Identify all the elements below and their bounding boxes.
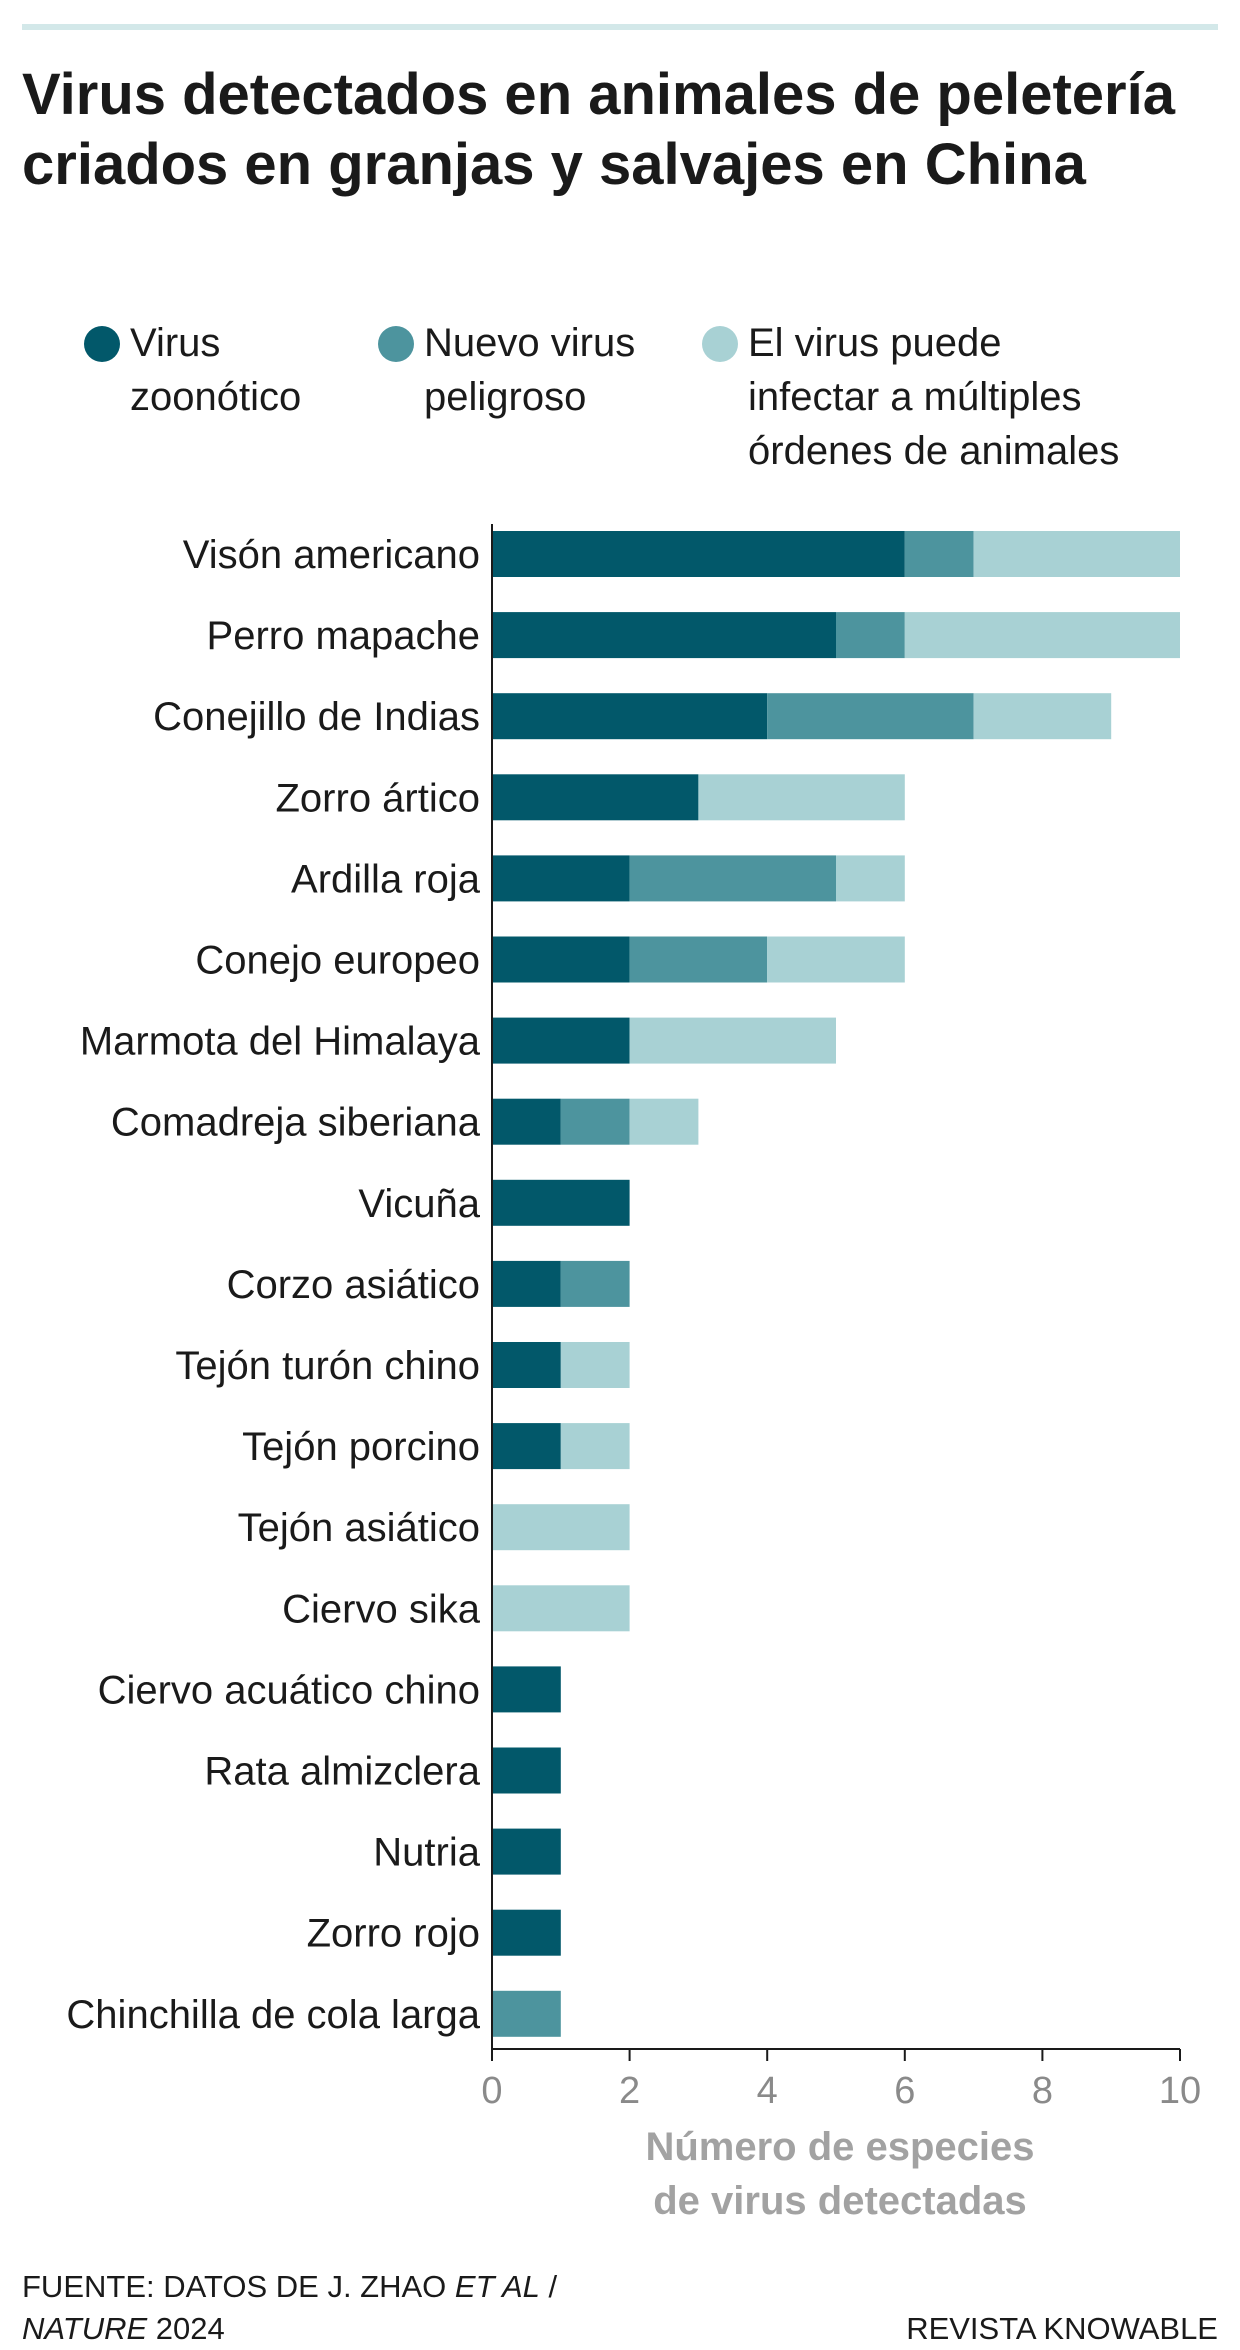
top-rule bbox=[22, 24, 1218, 30]
bar-nutria-series-1 bbox=[492, 1828, 561, 1875]
bar-conejillo-de-indias-series-3 bbox=[973, 693, 1112, 740]
bar-perro-mapache-series-3 bbox=[904, 612, 1180, 659]
bar-vison-americano-series-3 bbox=[973, 531, 1180, 577]
bar-chinchilla-de-cola-larga-series-2 bbox=[492, 1990, 561, 2037]
bar-zorro-rojo-series-1 bbox=[492, 1909, 561, 1956]
bar-comadreja-siberiana-series-3 bbox=[629, 1098, 699, 1145]
bar-conejo-europeo-series-3 bbox=[767, 936, 905, 983]
category-label-ciervo-sika: Ciervo sika bbox=[282, 1587, 481, 1631]
category-label-ardilla-roja: Ardilla roja bbox=[291, 857, 481, 901]
category-label-vicuna: Vicuña bbox=[358, 1182, 480, 1226]
bar-zorro-artico-series-1 bbox=[492, 774, 699, 821]
x-tick-label-6: 6 bbox=[894, 2070, 915, 2112]
legend-item-zoonotic: Virus zoonótico bbox=[84, 316, 301, 424]
source-note: FUENTE: DATOS DE J. ZHAO ET AL / NATURE … bbox=[22, 2269, 558, 2346]
bar-conejo-europeo-series-1 bbox=[492, 936, 630, 983]
bar-tejon-porcino-series-3 bbox=[560, 1423, 630, 1470]
bar-tejon-turon-chino-series-1 bbox=[492, 1342, 561, 1388]
legend-swatch-new-virus bbox=[378, 326, 414, 362]
legend-label-zoonotic: Virus zoonótico bbox=[130, 321, 302, 419]
legend-swatch-zoonotic bbox=[84, 326, 120, 362]
bar-comadreja-siberiana-series-2 bbox=[560, 1098, 630, 1145]
category-label-ciervo-acuatico-chino: Ciervo acuático chino bbox=[98, 1668, 480, 1712]
bar-tejon-asiatico-series-3 bbox=[492, 1504, 630, 1551]
bar-zorro-artico-series-3 bbox=[698, 774, 905, 821]
category-label-tejon-asiatico: Tejón asiático bbox=[238, 1506, 480, 1550]
category-label-rata-almizclera: Rata almizclera bbox=[204, 1750, 480, 1794]
bar-ardilla-roja-series-2 bbox=[629, 855, 836, 902]
x-tick-label-2: 2 bbox=[619, 2070, 640, 2112]
publisher-credit: REVISTA KNOWABLE bbox=[906, 2311, 1218, 2346]
bar-conejo-europeo-series-2 bbox=[629, 936, 768, 983]
category-label-nutria: Nutria bbox=[373, 1831, 480, 1875]
x-tick-label-10: 10 bbox=[1159, 2070, 1201, 2112]
category-label-tejon-turon-chino: Tejón turón chino bbox=[175, 1344, 480, 1388]
legend-label-multi-order: El virus puede infectar a múltiples órde… bbox=[748, 321, 1120, 473]
category-label-tejon-porcino: Tejón porcino bbox=[242, 1425, 480, 1469]
legend-swatch-multi-order bbox=[702, 326, 738, 362]
category-label-zorro-artico: Zorro ártico bbox=[276, 776, 481, 820]
legend-item-new-virus: Nuevo virus peligroso bbox=[378, 316, 635, 424]
category-label-chinchilla-de-cola-larga: Chinchilla de cola larga bbox=[66, 1993, 480, 2037]
bar-corzo-asiatico-series-1 bbox=[492, 1260, 561, 1307]
bar-marmota-del-himalaya-series-3 bbox=[629, 1017, 836, 1064]
bar-ciervo-sika-series-3 bbox=[492, 1585, 630, 1632]
category-label-comadreja-siberiana: Comadreja siberiana bbox=[111, 1101, 481, 1145]
category-label-corzo-asiatico: Corzo asiático bbox=[227, 1263, 480, 1307]
bar-vison-americano-series-2 bbox=[904, 531, 974, 577]
category-label-zorro-rojo: Zorro rojo bbox=[307, 1912, 480, 1956]
category-label-conejo-europeo: Conejo europeo bbox=[195, 939, 480, 983]
x-axis-title: Número de especies de virus detectadas bbox=[645, 2125, 1035, 2223]
bar-vison-americano-series-1 bbox=[492, 531, 905, 577]
category-label-marmota-del-himalaya: Marmota del Himalaya bbox=[80, 1020, 481, 1064]
bar-ciervo-acuatico-chino-series-1 bbox=[492, 1666, 561, 1713]
bar-conejillo-de-indias-series-2 bbox=[767, 693, 974, 740]
category-label-perro-mapache: Perro mapache bbox=[207, 614, 480, 658]
bar-tejon-porcino-series-1 bbox=[492, 1423, 561, 1470]
bar-ardilla-roja-series-3 bbox=[836, 855, 905, 902]
x-tick-label-8: 8 bbox=[1032, 2070, 1053, 2112]
category-label-conejillo-de-indias: Conejillo de Indias bbox=[153, 695, 480, 739]
legend-label-new-virus: Nuevo virus peligroso bbox=[424, 321, 636, 419]
bar-corzo-asiatico-series-2 bbox=[560, 1260, 630, 1307]
bar-rata-almizclera-series-1 bbox=[492, 1747, 561, 1794]
bar-comadreja-siberiana-series-1 bbox=[492, 1098, 561, 1145]
bar-conejillo-de-indias-series-1 bbox=[492, 693, 768, 740]
bar-perro-mapache-series-1 bbox=[492, 612, 836, 659]
bar-vicuna-series-1 bbox=[492, 1179, 630, 1226]
bar-marmota-del-himalaya-series-1 bbox=[492, 1017, 630, 1064]
bar-perro-mapache-series-2 bbox=[836, 612, 905, 659]
x-tick-label-4: 4 bbox=[757, 2070, 778, 2112]
chart-title: Virus detectados en animales de peleterí… bbox=[22, 62, 1175, 197]
category-label-vison-americano: Visón americano bbox=[183, 533, 480, 577]
x-tick-label-0: 0 bbox=[481, 2070, 502, 2112]
bar-tejon-turon-chino-series-3 bbox=[560, 1342, 630, 1388]
legend-item-multi-order: El virus puede infectar a múltiples órde… bbox=[702, 316, 1119, 478]
bar-ardilla-roja-series-1 bbox=[492, 855, 630, 902]
